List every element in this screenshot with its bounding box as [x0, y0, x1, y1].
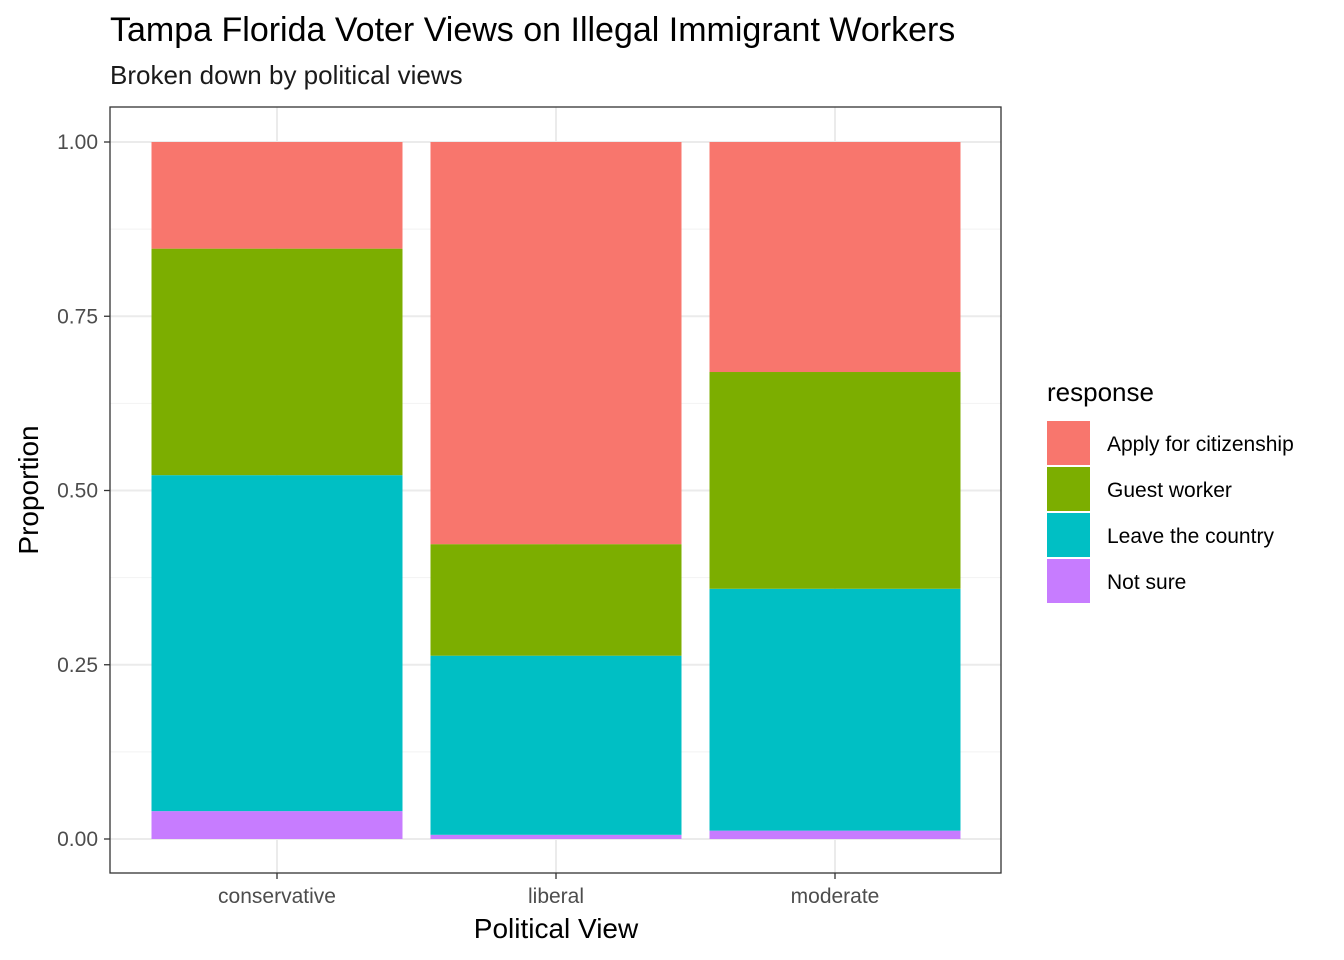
legend-label: Leave the country [1107, 525, 1274, 548]
x-axis-title: Political View [474, 913, 639, 944]
bar-segment-moderate-not-sure [709, 830, 961, 839]
bar-segment-liberal-guest-worker [430, 544, 682, 656]
y-axis-title: Proportion [13, 425, 44, 554]
legend: response Apply for citizenship Guest work… [1047, 377, 1294, 603]
bar-segment-conservative-not-sure [151, 811, 403, 839]
bar-segment-liberal-leave-the-country [430, 655, 682, 835]
legend-key [1047, 513, 1090, 557]
legend-label: Not sure [1107, 571, 1186, 594]
legend-label: Guest worker [1107, 479, 1232, 502]
bar-segment-conservative-leave-the-country [151, 475, 403, 812]
bar-segment-moderate-leave-the-country [709, 588, 961, 831]
legend-title: response [1047, 377, 1154, 407]
y-tick-label: 0.00 [57, 828, 98, 851]
x-tick-label: moderate [791, 885, 880, 908]
chart-title: Tampa Florida Voter Views on Illegal Imm… [110, 11, 955, 49]
y-tick-label: 0.50 [57, 480, 98, 503]
y-tick-label: 0.75 [57, 305, 98, 328]
legend-key [1047, 421, 1090, 465]
bar-segment-liberal-not-sure [430, 834, 682, 839]
bar-segment-liberal-apply-for-citizenship [430, 142, 682, 545]
legend-key [1047, 467, 1090, 511]
x-tick-label: conservative [218, 885, 336, 908]
bar-segment-conservative-apply-for-citizenship [151, 142, 403, 249]
plot-panel: 0.00 0.25 0.50 0.75 1.00 conservative liberal m… [57, 106, 1002, 908]
legend-label: Apply for citizenship [1107, 433, 1294, 456]
bar-segment-moderate-guest-worker [709, 372, 961, 589]
legend-key [1047, 559, 1090, 603]
y-tick-label: 1.00 [57, 131, 98, 154]
chart-subtitle: Broken down by political views [110, 60, 463, 90]
bar-segment-conservative-guest-worker [151, 248, 403, 476]
y-tick-label: 0.25 [57, 654, 98, 677]
bar-segment-moderate-apply-for-citizenship [709, 142, 961, 373]
x-tick-label: liberal [528, 885, 584, 908]
